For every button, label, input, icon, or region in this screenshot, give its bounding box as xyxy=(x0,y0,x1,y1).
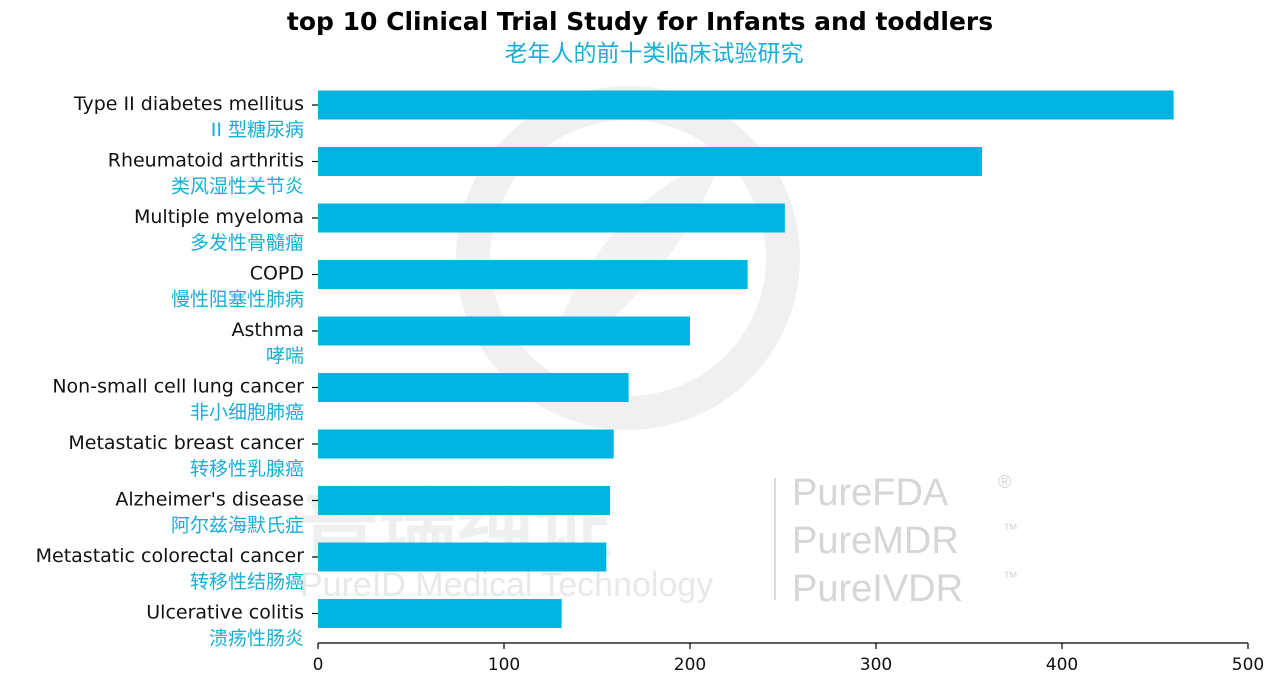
watermark-brand-purefda: PureFDA xyxy=(792,472,949,514)
watermark-company-en: PureID Medical Technology xyxy=(300,566,713,604)
category-label-cn-6: 非小细胞肺癌 xyxy=(190,402,304,424)
bar-10 xyxy=(318,599,562,628)
bar-3 xyxy=(318,203,785,233)
bar-6 xyxy=(318,373,629,402)
category-label-cn-10: 溃疡性肠炎 xyxy=(209,628,304,650)
x-tick-label-400: 400 xyxy=(1046,655,1078,675)
category-label-en-4: COPD xyxy=(250,263,304,285)
category-label-en-1: Type II diabetes mellitus xyxy=(73,93,304,115)
category-label-en-2: Rheumatoid arthritis xyxy=(108,150,304,172)
category-label-en-8: Alzheimer's disease xyxy=(115,489,304,511)
category-label-cn-2: 类风湿性关节炎 xyxy=(171,176,304,198)
chart-title: top 10 Clinical Trial Study for Infants … xyxy=(287,7,993,36)
category-label-en-10: Ulcerative colitis xyxy=(146,602,304,624)
watermark-brand-puremdr: PureMDR xyxy=(792,520,959,562)
watermark-mark-registered: ® xyxy=(998,472,1011,492)
x-tick-label-500: 500 xyxy=(1232,655,1264,675)
bar-5 xyxy=(318,316,690,346)
category-label-cn-5: 哮喘 xyxy=(266,345,304,367)
category-label-en-7: Metastatic breast cancer xyxy=(68,432,304,454)
category-label-en-9: Metastatic colorectal cancer xyxy=(36,545,305,567)
watermark-brand-pureivdr: PureIVDR xyxy=(792,568,963,610)
category-label-cn-1: II 型糖尿病 xyxy=(211,119,304,141)
x-tick-label-300: 300 xyxy=(860,655,892,675)
category-label-en-5: Asthma xyxy=(231,319,304,341)
x-tick-label-200: 200 xyxy=(674,655,706,675)
plot-area: Type II diabetes mellitus II 型糖尿病 Rheumato… xyxy=(36,90,1264,675)
x-tick-label-0: 0 xyxy=(313,655,324,675)
bar-9 xyxy=(318,542,607,572)
watermark-mark-tm-1: ™ xyxy=(1003,521,1018,538)
category-label-cn-4: 慢性阻塞性肺病 xyxy=(171,289,304,311)
chart-subtitle: 老年人的前十类临床试验研究 xyxy=(505,41,804,67)
category-label-en-6: Non-small cell lung cancer xyxy=(52,376,304,398)
bar-7 xyxy=(318,429,614,459)
category-label-cn-7: 转移性乳腺癌 xyxy=(190,458,304,480)
bar-1 xyxy=(318,90,1174,120)
bar-8 xyxy=(318,486,611,515)
category-label-cn-8: 阿尔兹海默氏症 xyxy=(171,515,304,537)
category-label-cn-3: 多发性骨髓瘤 xyxy=(190,232,304,254)
category-label-cn-9: 转移性结肠癌 xyxy=(190,571,304,593)
category-label-en-3: Multiple myeloma xyxy=(134,206,304,228)
watermark-mark-tm-2: ™ xyxy=(1003,569,1018,586)
x-tick-label-100: 100 xyxy=(488,655,520,675)
watermark: 普瑞纯证 PureID Medical Technology PureFDA ®… xyxy=(300,86,1018,610)
bar-2 xyxy=(318,147,983,176)
bar-4 xyxy=(318,260,748,289)
